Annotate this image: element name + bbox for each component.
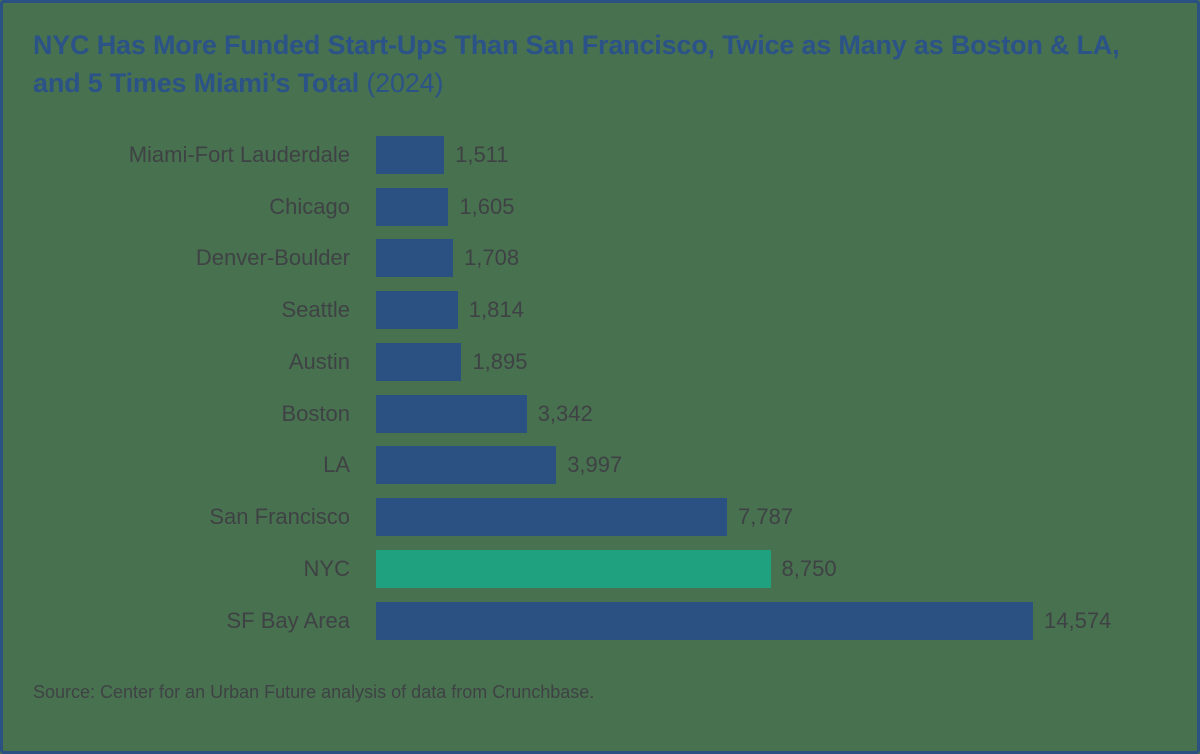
chart-row: LA 3,997: [33, 440, 1168, 492]
category-label: Denver-Boulder: [195, 245, 350, 271]
chart-title-year: (2024): [359, 68, 444, 98]
bar: [376, 239, 453, 278]
chart-title-line2: and 5 Times Miami’s Total: [33, 68, 360, 98]
bar: [376, 601, 1033, 640]
category-label: SF Bay Area: [226, 607, 350, 633]
bar-chart: Miami-Fort Lauderdale 1,511 Chicago 1,605 De…: [33, 129, 1168, 647]
chart-row: NYC 8,750: [33, 543, 1168, 595]
bar: [376, 394, 527, 433]
value-label: 14,574: [1044, 607, 1112, 633]
bar: [376, 187, 449, 226]
value-label: 3,342: [537, 400, 593, 426]
bar: [376, 135, 445, 174]
category-label: Miami-Fort Lauderdale: [128, 141, 350, 167]
chart-row: Seattle 1,814: [33, 284, 1168, 336]
bar: [376, 291, 458, 330]
value-label: 7,787: [738, 504, 794, 530]
value-label: 3,997: [567, 452, 623, 478]
bar: [376, 549, 771, 588]
bar: [376, 498, 727, 537]
source-note: Source: Center for an Urban Future analy…: [33, 682, 595, 702]
value-label: 1,895: [472, 348, 528, 374]
bar: [376, 446, 557, 485]
category-label: NYC: [303, 555, 350, 581]
chart-row: Miami-Fort Lauderdale 1,511: [33, 129, 1168, 181]
value-label: 1,511: [455, 141, 509, 167]
category-label: Austin: [288, 348, 350, 374]
chart-row: Boston 3,342: [33, 388, 1168, 440]
chart-title-line1: NYC Has More Funded Start-Ups Than San F…: [33, 30, 1120, 60]
category-label: San Francisco: [209, 504, 350, 530]
value-label: 1,814: [468, 297, 524, 323]
category-label: Chicago: [269, 193, 350, 219]
chart-row: Chicago 1,605: [33, 181, 1168, 233]
category-label: LA: [323, 452, 350, 478]
value-label: 1,708: [464, 245, 520, 271]
value-label: 8,750: [781, 555, 837, 581]
bar: [376, 342, 462, 381]
value-label: 1,605: [459, 193, 515, 219]
chart-row: SF Bay Area 14,574: [33, 595, 1168, 647]
chart-title: NYC Has More Funded Start-Ups Than San F…: [33, 26, 1168, 102]
category-label: Boston: [281, 400, 351, 426]
chart-row: San Francisco 7,787: [33, 491, 1168, 543]
chart-row: Austin 1,895: [33, 336, 1168, 388]
chart-row: Denver-Boulder 1,708: [33, 233, 1168, 285]
category-label: Seattle: [281, 297, 351, 323]
